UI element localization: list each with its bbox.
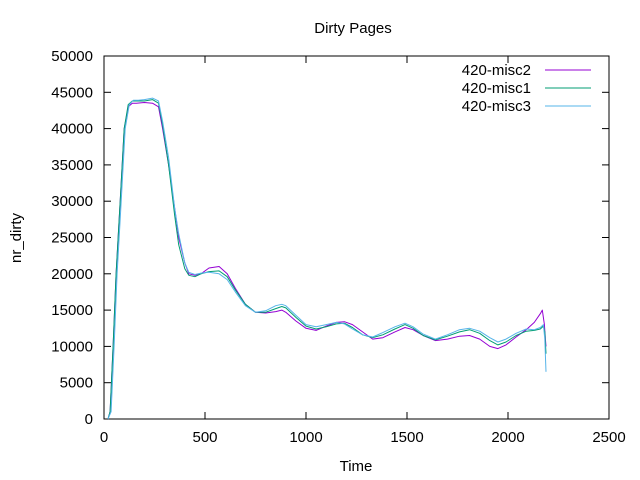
x-axis: 0 500 1000 1500 2000 2500	[100, 56, 626, 446]
y-axis-label: nr_dirty	[8, 212, 25, 263]
x-tick-label: 2500	[592, 429, 625, 446]
y-tick-label: 45000	[51, 84, 93, 101]
y-axis: 0 5000 10000 15000 20000 25000 30000 35000 40000…	[51, 48, 609, 428]
y-tick-label: 15000	[51, 302, 93, 319]
x-tick-label: 1000	[289, 429, 322, 446]
y-tick-label: 5000	[60, 375, 93, 392]
x-tick-label: 0	[100, 429, 108, 446]
chart-title: Dirty Pages	[314, 20, 392, 37]
x-tick-label: 500	[192, 429, 217, 446]
y-tick-label: 50000	[51, 48, 93, 65]
y-tick-label: 20000	[51, 266, 93, 283]
y-tick-label: 40000	[51, 121, 93, 138]
series-line-420-misc1	[107, 99, 547, 420]
x-tick-label: 1500	[390, 429, 423, 446]
series-layer	[107, 97, 547, 420]
legend-label: 420-misc2	[462, 62, 531, 79]
x-tick-label: 2000	[491, 429, 524, 446]
x-axis-label: Time	[340, 458, 373, 475]
y-tick-label: 25000	[51, 230, 93, 247]
y-tick-label: 30000	[51, 193, 93, 210]
y-tick-label: 35000	[51, 157, 93, 174]
series-line-420-misc3	[107, 97, 547, 420]
y-tick-label: 0	[85, 411, 93, 428]
legend-label: 420-misc1	[462, 80, 531, 97]
series-line-420-misc2	[107, 102, 547, 420]
legend-label: 420-misc3	[462, 98, 531, 115]
y-tick-label: 10000	[51, 338, 93, 355]
